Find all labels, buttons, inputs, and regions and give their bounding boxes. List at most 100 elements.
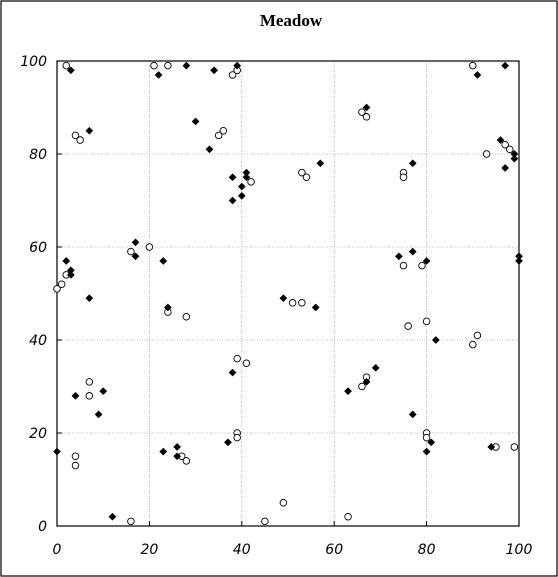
filled-diamond-point-55 [108, 512, 117, 521]
y-tick-label-40: 40 [29, 333, 47, 349]
axis-ticks [56, 60, 520, 527]
open-circle-point-24 [145, 243, 154, 251]
data-points [53, 61, 523, 526]
filled-diamond-point-14 [316, 159, 325, 168]
filled-diamond-point-44 [173, 442, 182, 451]
filled-diamond-point-23 [62, 256, 71, 265]
y-tick-label-100: 100 [20, 54, 47, 70]
filled-diamond-point-51 [422, 447, 431, 456]
open-circle-point-51 [127, 517, 135, 526]
filled-diamond-point-20 [501, 61, 510, 70]
open-circle-point-38 [85, 392, 94, 400]
filled-diamond-point-45 [173, 452, 182, 461]
open-circle-point-36 [242, 359, 251, 368]
filled-diamond-point-11 [237, 182, 246, 191]
filled-diamond-point-42 [99, 387, 108, 396]
filled-diamond-point-52 [427, 438, 436, 447]
open-circle-point-34 [473, 331, 482, 340]
open-circle-point-26 [182, 313, 191, 321]
filled-diamond-point-7 [205, 145, 214, 154]
open-circle-point-40 [71, 461, 80, 470]
filled-diamond-point-16 [408, 159, 417, 168]
filled-diamond-point-3 [182, 61, 191, 70]
y-tick-label-80: 80 [29, 147, 47, 163]
open-circle-point-0 [62, 61, 70, 70]
open-circle-point-5 [214, 131, 223, 140]
open-circle-point-27 [288, 299, 297, 307]
open-circle-point-44 [233, 433, 241, 442]
filled-diamond-point-5 [210, 66, 219, 75]
x-tick-label-100: 100 [506, 542, 533, 558]
filled-diamond-point-40 [71, 391, 80, 400]
filled-diamond-point-37 [431, 336, 440, 344]
plot-area [56, 60, 520, 527]
open-circle-point-20 [53, 285, 61, 293]
open-circle-point-31 [418, 261, 426, 270]
filled-diamond-point-10 [237, 191, 246, 200]
filled-diamond-point-36 [422, 256, 431, 265]
open-circle-point-35 [233, 354, 241, 363]
open-circle-point-42 [182, 457, 191, 465]
x-tick-label-60: 60 [325, 542, 343, 558]
filled-diamond-point-54 [53, 447, 61, 456]
filled-diamond-point-39 [515, 256, 523, 265]
filled-diamond-point-2 [154, 70, 163, 79]
filled-diamond-point-33 [311, 303, 320, 312]
open-circle-point-13 [362, 113, 371, 121]
filled-diamond-point-32 [279, 294, 288, 303]
open-circle-point-3 [150, 61, 158, 70]
open-circle-point-53 [279, 499, 288, 507]
filled-diamond-point-26 [85, 294, 94, 303]
filled-diamond-point-43 [159, 447, 168, 456]
open-circle-point-23 [127, 247, 135, 256]
open-circle-point-1 [71, 131, 80, 140]
open-circle-point-6 [219, 126, 228, 135]
filled-diamond-point-19 [501, 163, 510, 172]
filled-diamond-point-8 [228, 173, 237, 182]
x-tick-label-20: 20 [140, 542, 158, 558]
filled-diamond-point-12 [242, 173, 251, 182]
open-circle-point-50 [510, 443, 519, 451]
filled-diamond-point-35 [408, 247, 417, 256]
filled-diamond-point-50 [408, 410, 417, 419]
filled-diamond-point-31 [228, 368, 237, 377]
open-circle-point-17 [482, 150, 491, 158]
open-circle-point-7 [228, 71, 237, 79]
open-circle-point-15 [399, 173, 408, 181]
y-tick-label-20: 20 [29, 426, 47, 442]
open-circle-point-39 [71, 452, 80, 461]
open-circle-point-29 [399, 261, 408, 270]
filled-diamond-point-13 [242, 168, 251, 177]
open-circle-point-33 [469, 340, 477, 349]
open-circle-point-28 [298, 299, 306, 307]
filled-diamond-point-0 [66, 66, 75, 75]
filled-diamond-point-49 [371, 363, 380, 372]
filled-diamond-point-29 [159, 256, 168, 265]
filled-diamond-point-28 [131, 252, 140, 261]
x-tick-label-40: 40 [233, 542, 251, 558]
open-circle-point-11 [302, 173, 311, 181]
chart-title: Meadow [260, 11, 323, 30]
open-circle-point-21 [57, 280, 66, 288]
y-tick-label-0: 0 [38, 519, 47, 535]
open-circle-point-9 [247, 178, 255, 186]
filled-diamond-point-17 [473, 70, 482, 79]
open-circle-point-32 [422, 317, 431, 326]
y-tick-label-60: 60 [29, 240, 47, 256]
filled-diamond-point-34 [394, 252, 403, 261]
filled-diamond-point-48 [362, 377, 371, 386]
filled-diamond-point-46 [223, 438, 232, 447]
open-circle-point-2 [76, 136, 84, 144]
filled-diamond-point-18 [496, 136, 505, 145]
open-circle-point-19 [506, 145, 514, 154]
open-circle-point-18 [501, 140, 509, 149]
filled-diamond-point-4 [191, 117, 200, 126]
filled-diamond-point-6 [233, 61, 242, 70]
open-circle-point-37 [85, 378, 94, 386]
filled-diamond-point-1 [85, 126, 94, 135]
open-circle-point-4 [164, 61, 172, 70]
open-circle-point-48 [422, 433, 431, 442]
